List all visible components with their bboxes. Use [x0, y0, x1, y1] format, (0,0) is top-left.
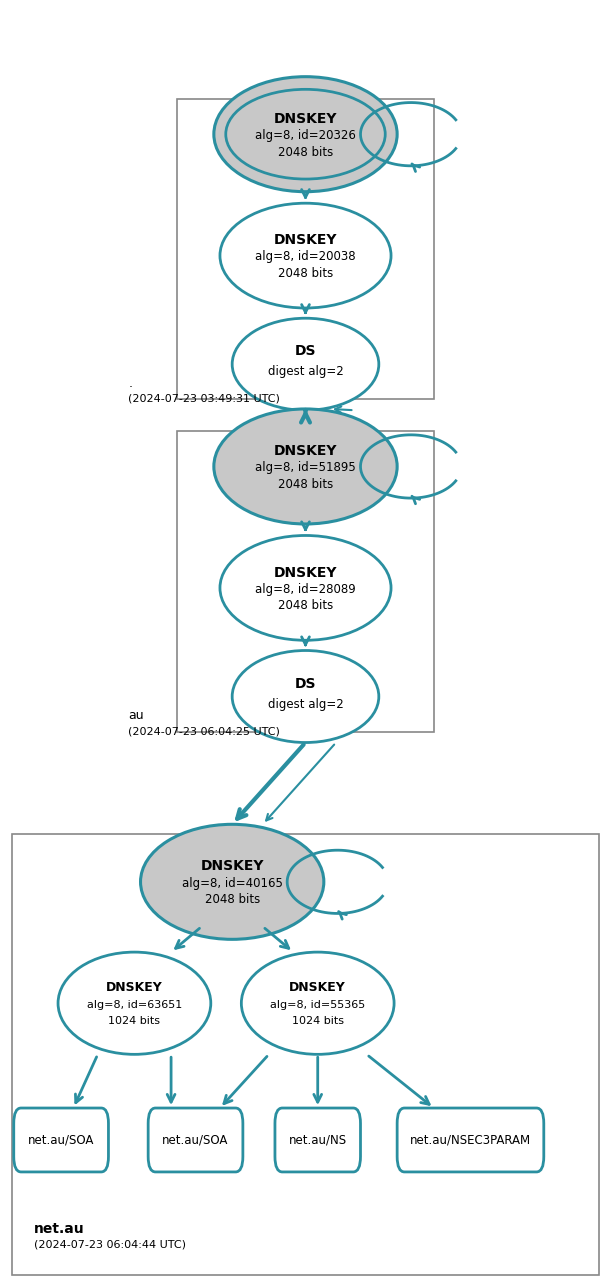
FancyBboxPatch shape [148, 1108, 243, 1172]
Text: 1024 bits: 1024 bits [108, 1016, 161, 1026]
Text: alg=8, id=40165: alg=8, id=40165 [181, 877, 283, 889]
Text: alg=8, id=63651: alg=8, id=63651 [87, 999, 182, 1010]
Text: 2048 bits: 2048 bits [278, 146, 333, 158]
Text: (2024-07-23 06:04:44 UTC): (2024-07-23 06:04:44 UTC) [34, 1240, 186, 1250]
Text: .: . [128, 377, 133, 390]
Text: 2048 bits: 2048 bits [278, 478, 333, 491]
Text: DNSKEY: DNSKEY [274, 112, 337, 125]
Text: alg=8, id=28089: alg=8, id=28089 [255, 583, 356, 596]
Bar [177, 100, 434, 399]
Text: 2048 bits: 2048 bits [205, 893, 260, 906]
Text: 1024 bits: 1024 bits [291, 1016, 344, 1026]
Text: DS: DS [295, 677, 316, 690]
Ellipse shape [214, 409, 397, 524]
Ellipse shape [241, 952, 394, 1054]
Text: net.au: net.au [34, 1223, 84, 1236]
Bar [177, 431, 434, 731]
FancyBboxPatch shape [397, 1108, 544, 1172]
Text: alg=8, id=20038: alg=8, id=20038 [255, 250, 356, 263]
Text: alg=8, id=55365: alg=8, id=55365 [270, 999, 365, 1010]
Ellipse shape [214, 77, 397, 192]
Text: (2024-07-23 06:04:25 UTC): (2024-07-23 06:04:25 UTC) [128, 726, 280, 736]
Text: 2048 bits: 2048 bits [278, 599, 333, 612]
Text: DNSKEY: DNSKEY [290, 982, 346, 994]
Text: DNSKEY: DNSKEY [200, 860, 264, 873]
Text: DNSKEY: DNSKEY [274, 566, 337, 579]
Text: DNSKEY: DNSKEY [274, 445, 337, 458]
Text: digest alg=2: digest alg=2 [268, 366, 343, 378]
Text: 2048 bits: 2048 bits [278, 267, 333, 280]
Text: (2024-07-23 03:49:31 UTC): (2024-07-23 03:49:31 UTC) [128, 394, 280, 404]
Ellipse shape [141, 824, 324, 939]
Bar [12, 835, 599, 1275]
Text: net.au/NS: net.au/NS [288, 1134, 347, 1146]
Text: DNSKEY: DNSKEY [274, 234, 337, 247]
Text: au: au [128, 709, 144, 722]
Ellipse shape [58, 952, 211, 1054]
Text: alg=8, id=20326: alg=8, id=20326 [255, 129, 356, 142]
Text: alg=8, id=51895: alg=8, id=51895 [255, 461, 356, 474]
Text: digest alg=2: digest alg=2 [268, 698, 343, 711]
Text: net.au/SOA: net.au/SOA [28, 1134, 94, 1146]
FancyBboxPatch shape [275, 1108, 360, 1172]
FancyBboxPatch shape [14, 1108, 109, 1172]
Ellipse shape [232, 318, 379, 410]
Text: net.au/SOA: net.au/SOA [163, 1134, 229, 1146]
Ellipse shape [220, 203, 391, 308]
Ellipse shape [220, 535, 391, 640]
Ellipse shape [232, 651, 379, 743]
Text: DS: DS [295, 345, 316, 358]
Text: net.au/NSEC3PARAM: net.au/NSEC3PARAM [410, 1134, 531, 1146]
Text: DNSKEY: DNSKEY [106, 982, 163, 994]
